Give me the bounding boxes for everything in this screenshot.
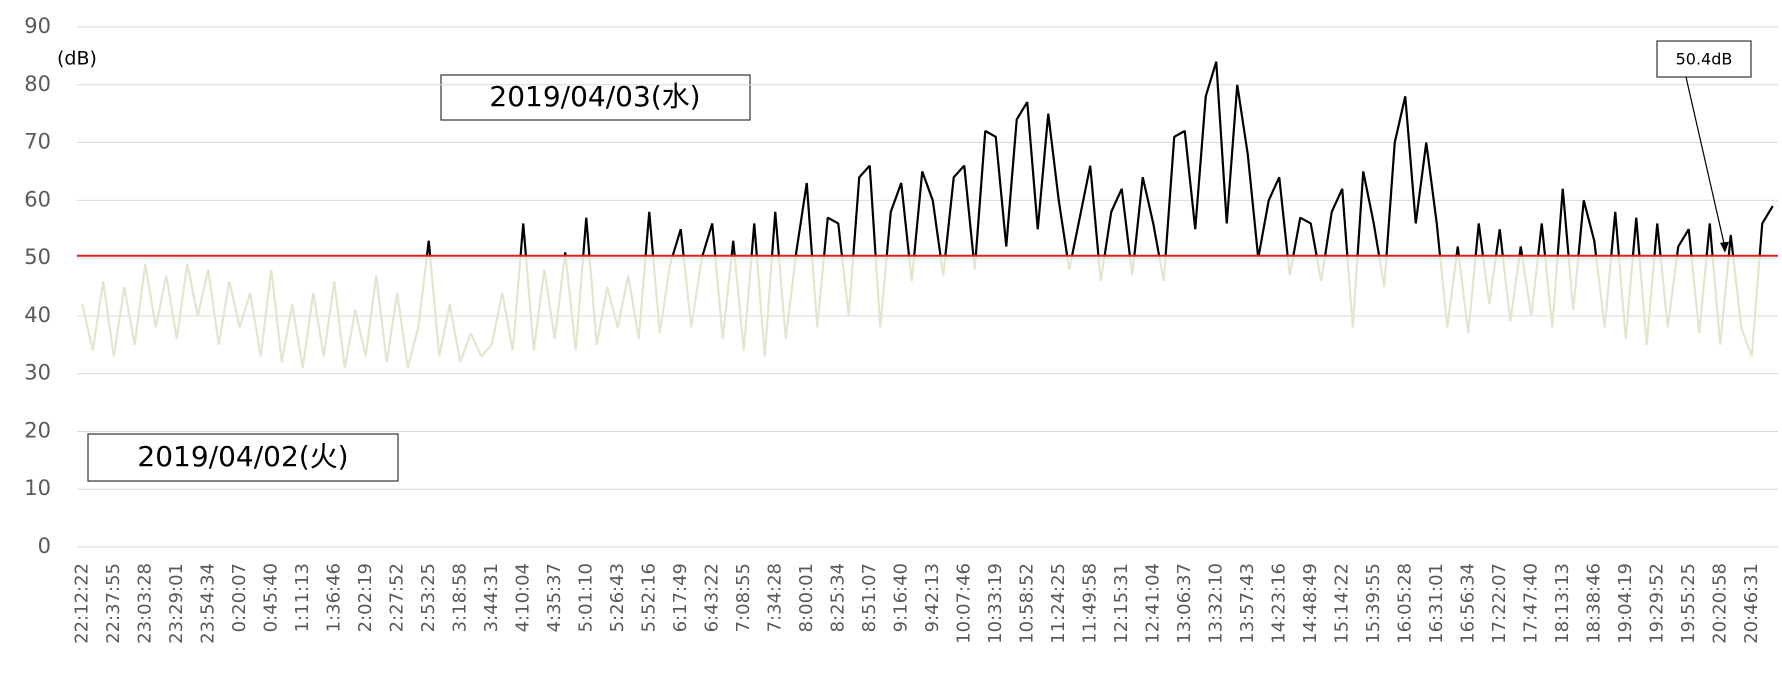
x-tick-label: 18:13:13: [1552, 563, 1573, 644]
y-tick-label: 50: [24, 245, 51, 269]
x-tick-label: 18:38:46: [1583, 563, 1604, 644]
y-tick-label: 0: [38, 534, 51, 558]
x-tick-label: 8:00:01: [796, 563, 817, 632]
threshold-label: 50.4dB: [1676, 50, 1733, 69]
x-tick-label: 20:46:31: [1741, 563, 1762, 644]
x-tick-label: 13:57:43: [1237, 563, 1258, 644]
y-tick-label: 40: [24, 303, 51, 327]
x-tick-label: 14:48:49: [1300, 563, 1321, 644]
arrow-head: [1720, 241, 1729, 253]
x-tick-label: 9:16:40: [890, 563, 911, 632]
x-tick-label: 7:08:55: [733, 563, 754, 632]
x-tick-label: 9:42:13: [922, 563, 943, 632]
date-box: [440, 74, 751, 121]
x-tick-label: 15:14:22: [1331, 563, 1352, 644]
x-tick-label: 17:22:07: [1489, 563, 1510, 644]
threshold-arrow: [1685, 76, 1726, 248]
y-tick-label: 30: [24, 361, 51, 385]
x-tick-label: 8:51:07: [859, 563, 880, 632]
x-tick-label: 23:54:34: [197, 563, 218, 644]
x-tick-label: 7:34:28: [764, 563, 785, 632]
x-tick-label: 14:23:16: [1268, 563, 1289, 644]
x-tick-label: 6:43:22: [701, 563, 722, 632]
threshold-box: [1656, 40, 1752, 78]
x-tick-label: 16:56:34: [1457, 563, 1478, 644]
x-tick-label: 13:06:37: [1174, 563, 1195, 644]
annotation: 2019/04/02(火): [137, 440, 348, 473]
y-tick-label: 70: [24, 130, 51, 154]
y-tick-label: 80: [24, 72, 51, 96]
x-tick-label: 20:20:58: [1709, 563, 1730, 644]
x-tick-label: 12:41:04: [1142, 563, 1163, 644]
y-unit: (dB): [57, 48, 97, 70]
x-tick-label: 2:53:25: [418, 563, 439, 632]
x-tick-label: 19:29:52: [1646, 563, 1667, 644]
x-tick-label: 23:29:01: [166, 563, 187, 644]
x-tick-label: 2:27:52: [386, 563, 407, 632]
y-tick-label: 60: [24, 187, 51, 211]
y-tick-label: 90: [24, 14, 51, 38]
level-line: [81, 61, 1774, 369]
x-tick-label: 22:37:55: [103, 563, 124, 644]
x-tick-label: 0:20:07: [229, 563, 250, 632]
x-tick-label: 23:03:28: [134, 563, 155, 644]
x-tick-label: 22:12:22: [71, 563, 92, 644]
y-tick-label: 20: [24, 418, 51, 442]
x-tick-label: 17:47:40: [1520, 563, 1541, 644]
x-tick-label: 10:33:19: [985, 563, 1006, 644]
x-tick-label: 11:24:25: [1048, 563, 1069, 644]
x-tick-label: 15:39:55: [1363, 563, 1384, 644]
x-tick-label: 1:36:46: [323, 563, 344, 632]
annotation: 2019/04/03(水): [489, 80, 700, 113]
date-box: [87, 433, 399, 482]
x-tick-label: 0:45:40: [260, 563, 281, 632]
x-tick-label: 16:31:01: [1426, 563, 1447, 644]
x-tick-label: 3:44:31: [481, 563, 502, 632]
x-tick-label: 10:07:46: [953, 563, 974, 644]
x-tick-label: 8:25:34: [827, 563, 848, 632]
x-tick-label: 11:49:58: [1079, 563, 1100, 644]
x-tick-label: 6:17:49: [670, 563, 691, 632]
x-tick-label: 10:58:52: [1016, 563, 1037, 644]
x-tick-label: 4:10:04: [512, 563, 533, 632]
x-tick-label: 19:55:25: [1678, 563, 1699, 644]
x-tick-label: 3:18:58: [449, 563, 470, 632]
x-tick-label: 5:26:43: [607, 563, 628, 632]
x-tick-label: 2:02:19: [355, 563, 376, 632]
y-tick-label: 10: [24, 476, 51, 500]
x-tick-label: 5:52:16: [638, 563, 659, 632]
x-tick-label: 5:01:10: [575, 563, 596, 632]
x-tick-label: 13:32:10: [1205, 563, 1226, 644]
x-tick-label: 12:15:31: [1111, 563, 1132, 644]
x-tick-label: 19:04:19: [1615, 563, 1636, 644]
x-tick-label: 16:05:28: [1394, 563, 1415, 644]
x-tick-label: 1:11:13: [292, 563, 313, 632]
x-tick-label: 4:35:37: [544, 563, 565, 632]
